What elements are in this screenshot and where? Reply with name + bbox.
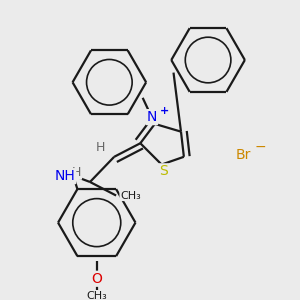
Text: O: O bbox=[91, 272, 102, 286]
Text: NH: NH bbox=[54, 169, 75, 183]
Text: CH₃: CH₃ bbox=[86, 291, 107, 300]
Text: S: S bbox=[159, 164, 168, 178]
Text: H: H bbox=[96, 141, 105, 154]
Text: −: − bbox=[254, 140, 266, 154]
Text: CH₃: CH₃ bbox=[120, 190, 141, 200]
Text: +: + bbox=[160, 106, 169, 116]
Text: N: N bbox=[147, 110, 157, 124]
Text: H: H bbox=[72, 166, 81, 179]
Text: Br: Br bbox=[235, 148, 250, 162]
